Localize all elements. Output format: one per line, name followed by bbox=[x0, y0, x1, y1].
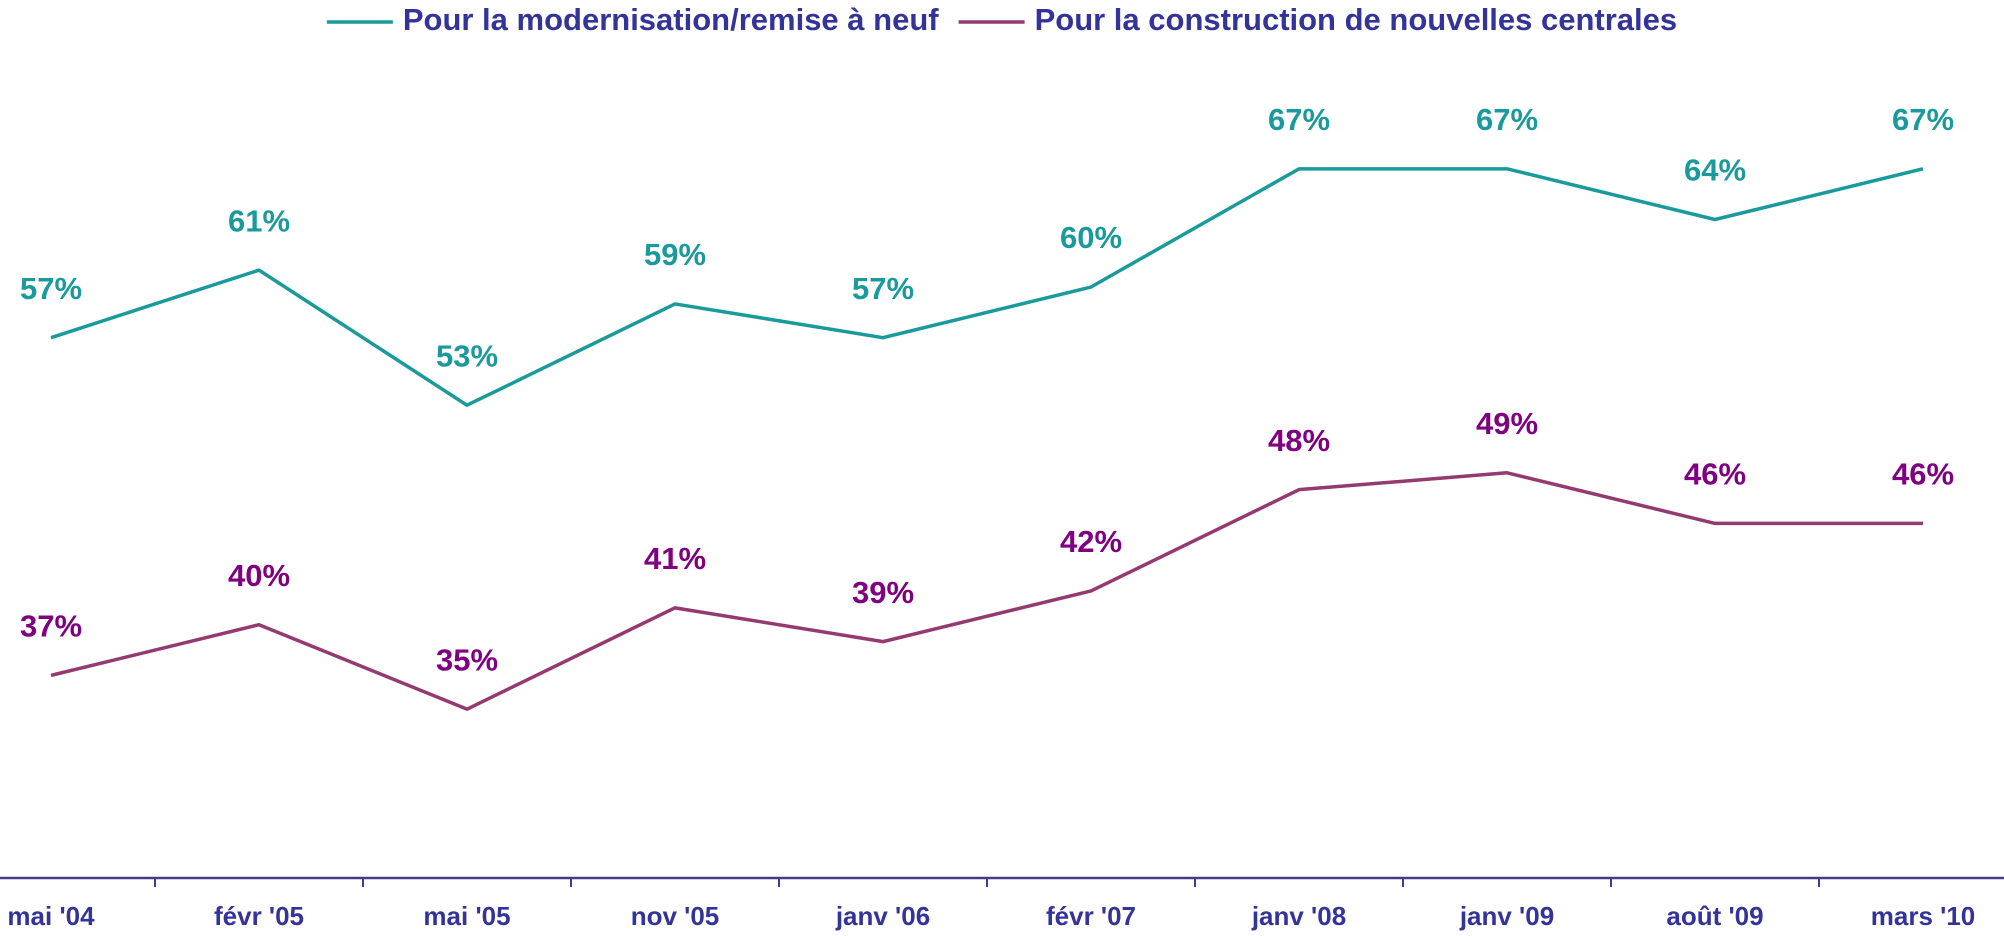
data-label: 40% bbox=[228, 558, 290, 593]
x-tick-label: mars '10 bbox=[1871, 901, 1975, 931]
data-label: 53% bbox=[436, 338, 498, 373]
x-tick-label: janv '09 bbox=[1459, 901, 1554, 931]
data-label: 48% bbox=[1268, 423, 1330, 458]
data-label: 60% bbox=[1060, 220, 1122, 255]
legend-label: Pour la construction de nouvelles centra… bbox=[1035, 2, 1678, 37]
data-label: 37% bbox=[20, 609, 82, 644]
data-label: 67% bbox=[1892, 102, 1954, 137]
x-tick-label: nov '05 bbox=[631, 901, 720, 931]
x-tick-label: mai '04 bbox=[7, 901, 95, 931]
data-label: 49% bbox=[1476, 406, 1538, 441]
data-label: 67% bbox=[1476, 102, 1538, 137]
data-label: 35% bbox=[436, 642, 498, 677]
x-tick-label: janv '06 bbox=[835, 901, 930, 931]
series-line bbox=[50, 471, 1923, 711]
data-label: 46% bbox=[1684, 457, 1746, 492]
data-label: 61% bbox=[228, 203, 290, 238]
data-label: 59% bbox=[644, 237, 706, 272]
data-label: 39% bbox=[852, 575, 914, 610]
data-label: 42% bbox=[1060, 524, 1122, 559]
data-label: 64% bbox=[1684, 153, 1746, 188]
data-label: 67% bbox=[1268, 102, 1330, 137]
series-line bbox=[50, 167, 1924, 407]
x-tick-label: févr '07 bbox=[1046, 901, 1136, 931]
data-label: 41% bbox=[644, 541, 706, 576]
data-label: 57% bbox=[20, 271, 82, 306]
x-tick-label: févr '05 bbox=[214, 901, 304, 931]
legend-label: Pour la modernisation/remise à neuf bbox=[403, 2, 939, 37]
data-label: 57% bbox=[852, 271, 914, 306]
x-tick-label: août '09 bbox=[1666, 901, 1763, 931]
x-tick-label: mai '05 bbox=[423, 901, 510, 931]
x-tick-label: janv '08 bbox=[1251, 901, 1346, 931]
data-label: 46% bbox=[1892, 457, 1954, 492]
